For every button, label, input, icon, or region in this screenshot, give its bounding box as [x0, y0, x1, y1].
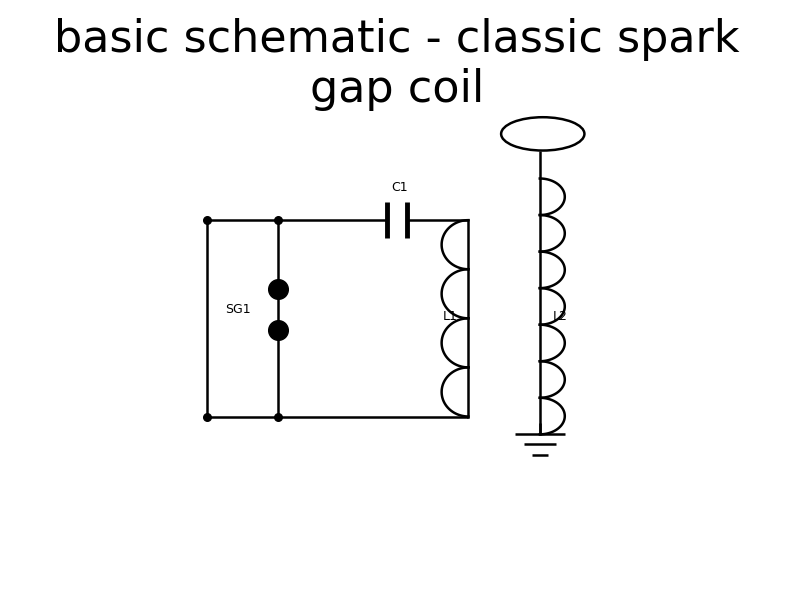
Text: basic schematic - classic spark
gap coil: basic schematic - classic spark gap coil	[54, 18, 740, 111]
Point	[200, 412, 213, 421]
Point	[272, 325, 284, 335]
Point	[272, 412, 284, 421]
Text: C1: C1	[391, 181, 408, 194]
Point	[200, 215, 213, 225]
Point	[272, 215, 284, 225]
Text: SG1: SG1	[225, 303, 250, 316]
Text: L2: L2	[553, 310, 568, 323]
Point	[272, 284, 284, 293]
Text: L1: L1	[443, 310, 458, 323]
